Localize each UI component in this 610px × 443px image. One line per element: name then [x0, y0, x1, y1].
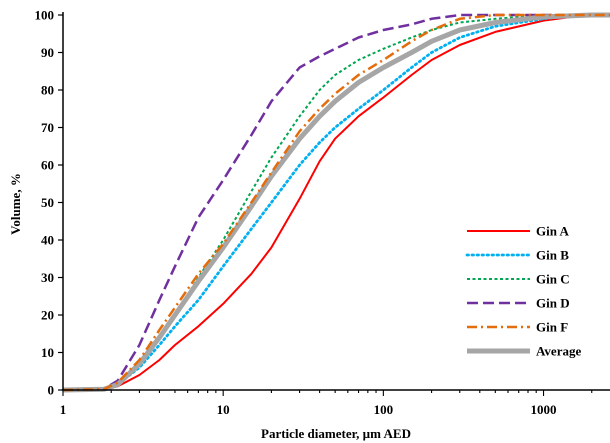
- y-tick-label: 70: [41, 120, 54, 135]
- x-tick-label: 10: [217, 402, 230, 417]
- y-tick-label: 90: [41, 45, 54, 60]
- y-tick-label: 50: [41, 195, 54, 210]
- x-tick-label: 1000: [531, 402, 557, 417]
- series-line-gin-c: [62, 14, 610, 391]
- y-tick-label: 80: [41, 83, 54, 98]
- legend-label: Gin B: [536, 248, 569, 263]
- y-tick-label: 60: [41, 158, 54, 173]
- x-tick-label: 100: [374, 402, 394, 417]
- legend-label: Gin D: [536, 296, 570, 311]
- series-line-gin-a: [62, 14, 610, 391]
- legend: Gin A Gin B Gin C Gin D Gin F Average: [465, 224, 581, 359]
- y-tick-label: 30: [41, 270, 54, 285]
- series-line-gin-b: [61, 13, 610, 392]
- series-line-average: [62, 12, 610, 393]
- x-tick-label: 1: [60, 402, 67, 417]
- y-tick-label: 40: [41, 233, 54, 248]
- series-line-gin-d: [62, 13, 610, 392]
- y-tick-label: 10: [41, 345, 54, 360]
- x-axis-title: Particle diameter, µm AED: [261, 426, 411, 441]
- y-tick-label: 100: [35, 8, 55, 23]
- legend-label: Average: [536, 344, 581, 359]
- series-line-gin-f: [62, 13, 610, 392]
- legend-label: Gin C: [536, 272, 570, 287]
- series-layer: [61, 12, 610, 393]
- legend-label: Gin F: [536, 320, 568, 335]
- legend-label: Gin A: [536, 224, 569, 239]
- y-tick-label: 0: [48, 383, 55, 398]
- y-axis-title: Volume, %: [8, 173, 23, 235]
- y-tick-label: 20: [41, 308, 54, 323]
